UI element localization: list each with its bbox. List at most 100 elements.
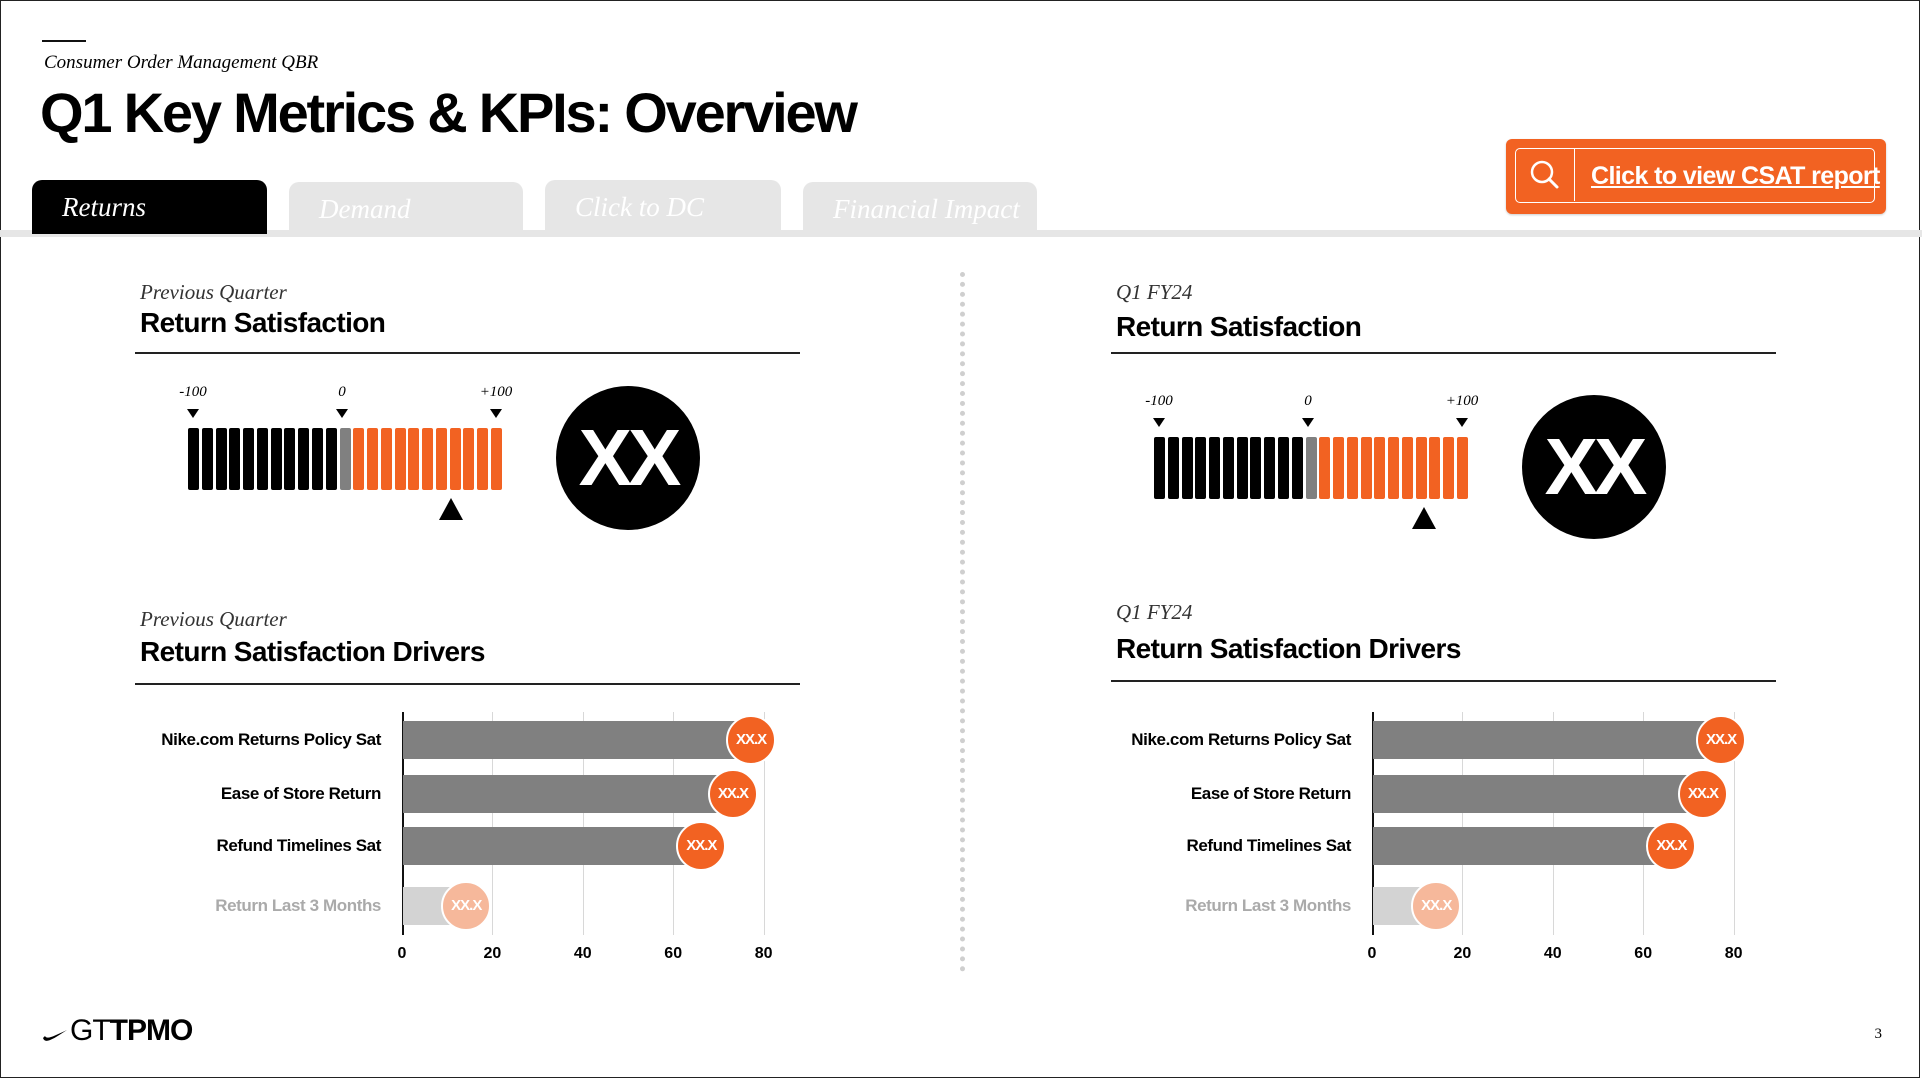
gauge-segment bbox=[394, 428, 406, 490]
driver-label: Ease of Store Return bbox=[1190, 784, 1352, 803]
csat-report-button[interactable]: Click to view CSAT report bbox=[1506, 139, 1886, 214]
driver-bar bbox=[1373, 721, 1722, 759]
gauge-segment bbox=[1264, 437, 1276, 499]
drivers-rule-left bbox=[135, 683, 800, 685]
gauge-segment bbox=[1209, 437, 1221, 499]
x-tick-label: 0 bbox=[397, 945, 407, 962]
y-axis-line bbox=[1372, 712, 1374, 935]
tab-bar: Returns Demand Click to DC Financial Imp… bbox=[0, 180, 1922, 236]
gauge-segment bbox=[1388, 437, 1400, 499]
tab-returns[interactable]: Returns bbox=[32, 180, 267, 234]
csat-report-link[interactable]: Click to view CSAT report bbox=[1591, 162, 1880, 190]
swoosh-logo bbox=[42, 1014, 68, 1049]
gridline bbox=[1552, 712, 1554, 935]
drivers-period-label-right: Q1 FY24 bbox=[1116, 600, 1193, 624]
gauge-pointer bbox=[1412, 507, 1437, 529]
driver-bar bbox=[403, 775, 733, 813]
driver-bar bbox=[403, 721, 752, 759]
gauge-min-label: -100 bbox=[1145, 393, 1173, 409]
gauge-segment bbox=[1443, 437, 1455, 499]
gauge-segment bbox=[1305, 437, 1317, 499]
gauge-segment bbox=[1181, 437, 1193, 499]
page-number: 3 bbox=[1874, 1026, 1883, 1042]
score-circle-right: XX bbox=[1522, 395, 1666, 539]
gridline bbox=[1462, 712, 1464, 935]
x-tick-label: 60 bbox=[664, 945, 683, 962]
driver-label: Nike.com Returns Policy Sat bbox=[1131, 730, 1351, 749]
gauge-zero-marker bbox=[336, 409, 348, 418]
driver-label: Nike.com Returns Policy Sat bbox=[161, 730, 381, 749]
gauge-segment bbox=[1415, 437, 1427, 499]
drivers-period-label-left: Previous Quarter bbox=[140, 607, 287, 631]
gauge-zero-marker bbox=[1302, 418, 1314, 427]
gauge-segment bbox=[408, 428, 420, 490]
driver-value-badge: XX.X bbox=[726, 715, 777, 765]
gauge-segment bbox=[339, 428, 351, 490]
gauge-title-right: Return Satisfaction bbox=[1116, 311, 1362, 342]
driver-value-badge: XX.X bbox=[1677, 769, 1728, 819]
header-rule bbox=[42, 40, 86, 42]
gridline bbox=[673, 712, 675, 935]
drivers-title-right: Return Satisfaction Drivers bbox=[1116, 633, 1461, 664]
gridline bbox=[1733, 712, 1735, 935]
driver-bar bbox=[1373, 775, 1703, 813]
brand-wordmark: GTTPMO bbox=[70, 1014, 194, 1048]
driver-label: Return Last 3 Months bbox=[1185, 896, 1351, 915]
gauge-segment bbox=[1195, 437, 1207, 499]
driver-value-badge: XX.X bbox=[1411, 881, 1462, 931]
gauge-segment bbox=[284, 428, 296, 490]
gauge-segment bbox=[215, 428, 227, 490]
x-tick-label: 40 bbox=[573, 945, 592, 962]
gauge-segment bbox=[1277, 437, 1289, 499]
gridline bbox=[1643, 712, 1645, 935]
tab-click-to-dc[interactable]: Click to DC bbox=[545, 180, 781, 234]
gauge-segment bbox=[1374, 437, 1386, 499]
driver-value-badge: XX.X bbox=[707, 769, 758, 819]
gauge-min-label: -100 bbox=[179, 384, 207, 400]
gauge-segment bbox=[422, 428, 434, 490]
gauge-min-marker bbox=[187, 409, 199, 418]
driver-label: Ease of Store Return bbox=[220, 784, 382, 803]
driver-label: Return Last 3 Months bbox=[215, 896, 381, 915]
driver-value-badge: XX.X bbox=[676, 821, 727, 871]
x-tick-label: 20 bbox=[1453, 945, 1472, 962]
gauge-segment bbox=[298, 428, 310, 490]
score-circle-left: XX bbox=[556, 386, 700, 530]
gauge-max-label: +100 bbox=[1445, 393, 1479, 409]
gauge-segment bbox=[353, 428, 365, 490]
driver-bar bbox=[403, 827, 702, 865]
gauge-segment bbox=[243, 428, 255, 490]
tab-financial-impact[interactable]: Financial Impact bbox=[803, 182, 1037, 236]
gauge-segment bbox=[1360, 437, 1372, 499]
gauge-segment bbox=[435, 428, 447, 490]
gauge-segment bbox=[311, 428, 323, 490]
driver-label: Refund Timelines Sat bbox=[1186, 836, 1351, 855]
gauge-segment bbox=[1457, 437, 1468, 499]
gridline bbox=[763, 712, 765, 935]
driver-value-badge: XX.X bbox=[1646, 821, 1697, 871]
deck-subtitle: Consumer Order Management QBR bbox=[44, 52, 319, 73]
gauge-pointer bbox=[438, 498, 463, 520]
gauge-segment bbox=[201, 428, 213, 490]
gauge-segment bbox=[1319, 437, 1331, 499]
brand-right: TPMO bbox=[109, 1014, 194, 1047]
gauge-segment bbox=[1222, 437, 1234, 499]
drivers-title-left: Return Satisfaction Drivers bbox=[140, 636, 485, 667]
gauge-segment bbox=[449, 428, 461, 490]
drivers-rule-right bbox=[1111, 680, 1776, 682]
gridline bbox=[582, 712, 584, 935]
gauge-segment bbox=[491, 428, 502, 490]
panel-divider bbox=[960, 272, 965, 972]
tab-demand[interactable]: Demand bbox=[289, 182, 523, 236]
driver-label: Refund Timelines Sat bbox=[216, 836, 381, 855]
csat-button-inner: Click to view CSAT report bbox=[1515, 148, 1880, 203]
x-tick-label: 40 bbox=[1543, 945, 1562, 962]
gauge-zero-label: 0 bbox=[1304, 393, 1312, 409]
page-title: Q1 Key Metrics & KPIs: Overview bbox=[40, 81, 858, 144]
gauge-segment bbox=[1236, 437, 1248, 499]
gauge-segment bbox=[477, 428, 489, 490]
gauge-segment bbox=[367, 428, 379, 490]
gauge-min-marker bbox=[1153, 418, 1165, 427]
gauge-segment bbox=[1429, 437, 1441, 499]
driver-value-badge: XX.X bbox=[441, 881, 492, 931]
